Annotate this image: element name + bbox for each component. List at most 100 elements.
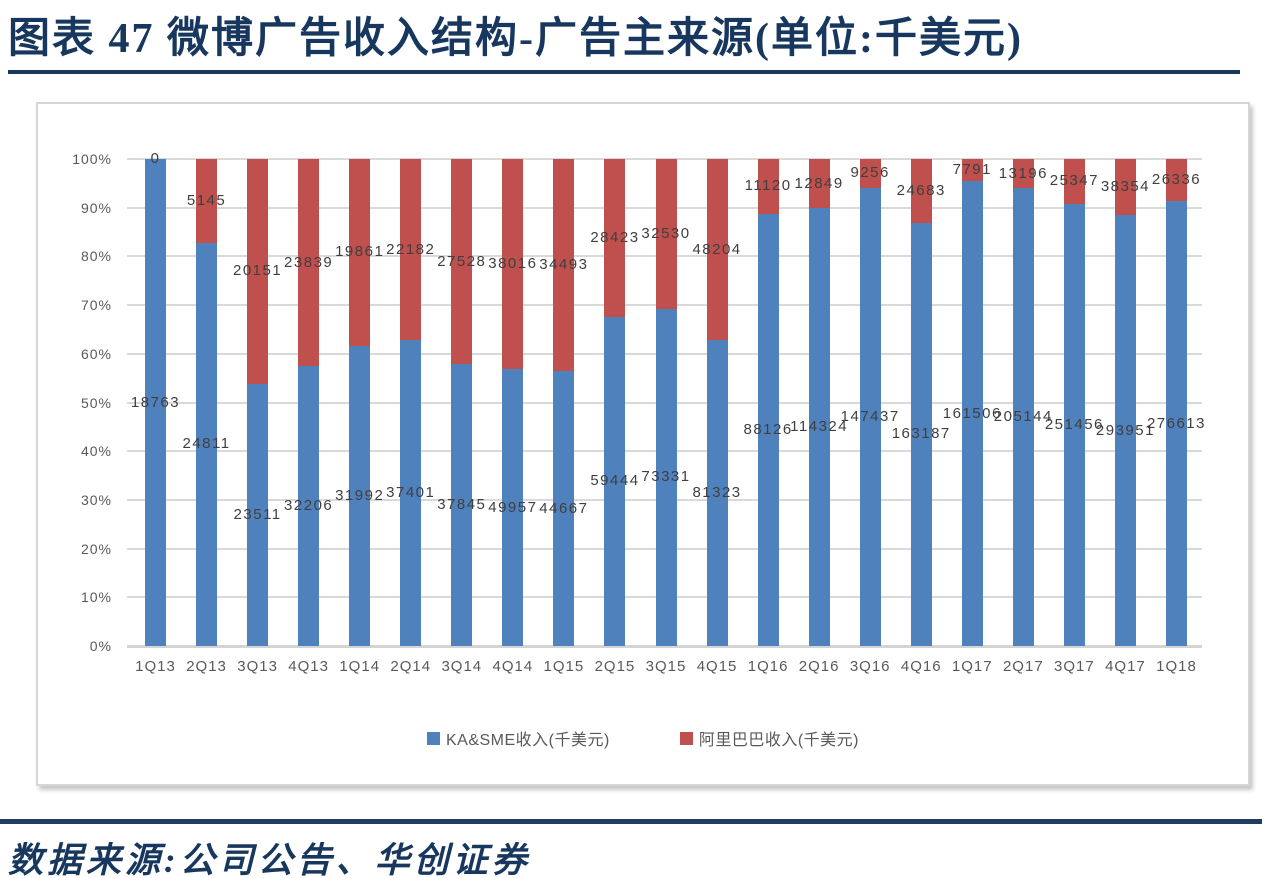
gridline	[127, 645, 1202, 648]
x-axis-label: 1Q17	[951, 658, 993, 675]
bar-segment-ka-sme	[451, 364, 473, 646]
data-label-ka-sme: 81323	[692, 484, 742, 502]
data-label-alibaba: 13196	[998, 164, 1048, 182]
data-label-alibaba: 19861	[335, 243, 385, 261]
data-label-ka-sme: 31992	[335, 486, 385, 504]
y-axis-label: 10%	[80, 589, 112, 606]
legend-swatch-alibaba	[679, 731, 693, 745]
data-label-ka-sme: 161506	[942, 404, 1002, 422]
data-label-alibaba: 20151	[233, 262, 283, 280]
data-label-alibaba: 23839	[284, 253, 334, 271]
bar-segment-alibaba	[757, 159, 779, 214]
data-label-alibaba: 48204	[692, 240, 742, 258]
data-label-alibaba: 38016	[488, 255, 538, 273]
data-label-alibaba: 38354	[1100, 178, 1151, 196]
data-label-ka-sme: 24811	[182, 435, 231, 453]
data-label-ka-sme: 49957	[488, 498, 538, 516]
x-axis-label: 4Q13	[288, 658, 329, 675]
bar-segment-ka-sme	[145, 159, 167, 646]
data-label-ka-sme: 18763	[130, 393, 181, 411]
bar-segment-ka-sme	[349, 345, 371, 646]
bar-segment-alibaba	[808, 159, 830, 209]
data-label-ka-sme: 251456	[1044, 415, 1104, 433]
bar-segment-ka-sme	[604, 316, 626, 646]
x-axis-label: 1Q13	[135, 658, 176, 675]
figure-title: 图表 47 微博广告收入结构-广告主来源(单位:千美元)	[8, 16, 1023, 62]
data-label-alibaba: 32530	[641, 224, 691, 242]
bar-segment-ka-sme	[757, 213, 779, 646]
bar-segment-ka-sme	[196, 242, 218, 646]
data-label-alibaba: 34493	[539, 256, 589, 274]
x-axis-label: 4Q17	[1105, 658, 1146, 675]
y-axis-label: 20%	[80, 540, 112, 557]
data-label-alibaba: 12849	[794, 174, 844, 192]
x-axis-label: 1Q18	[1156, 658, 1197, 675]
x-axis-label: 2Q13	[186, 658, 227, 675]
y-axis-label: 80%	[80, 248, 112, 265]
data-label-alibaba: 5145	[186, 191, 227, 209]
bar-segment-alibaba	[298, 159, 320, 367]
y-axis-label: 0%	[89, 638, 112, 654]
x-axis-label: 4Q14	[492, 658, 534, 675]
data-label-ka-sme: 37845	[437, 496, 487, 514]
data-label-ka-sme: 276613	[1146, 414, 1206, 432]
bar-segment-ka-sme	[910, 222, 932, 646]
bar-segment-ka-sme	[247, 383, 269, 646]
bar-segment-ka-sme	[808, 208, 830, 646]
x-axis-label: 1Q14	[339, 658, 381, 675]
bar-segment-ka-sme	[502, 369, 524, 646]
bar-segment-ka-sme	[400, 340, 422, 646]
data-label-ka-sme: 205144	[993, 408, 1053, 426]
bar-segment-alibaba	[502, 159, 524, 370]
data-label-alibaba: 22182	[386, 240, 436, 258]
bar-segment-alibaba	[451, 159, 473, 365]
legend-label-alibaba: 阿里巴巴收入(千美元)	[698, 732, 860, 749]
bar-segment-alibaba	[961, 159, 983, 182]
bar-segment-alibaba	[196, 159, 218, 243]
x-axis-label: 1Q15	[543, 658, 585, 675]
bar-segment-alibaba	[349, 159, 371, 346]
y-axis-label: 60%	[80, 345, 112, 362]
bar-segment-alibaba	[910, 159, 932, 223]
legend-item-ka-sme: KA&SME收入(千美元)	[426, 726, 610, 750]
data-label-ka-sme: 88126	[743, 420, 793, 438]
data-label-alibaba: 26336	[1151, 171, 1202, 189]
bar-segment-ka-sme	[298, 366, 320, 646]
data-label-ka-sme: 37401	[386, 484, 436, 502]
bar-segment-ka-sme	[706, 340, 728, 646]
bar-segment-alibaba	[1165, 159, 1187, 202]
legend-swatch-ka-sme	[426, 731, 440, 745]
data-label-ka-sme: 32206	[284, 497, 334, 515]
x-axis-label: 1Q16	[747, 658, 789, 675]
footer-divider	[0, 819, 1262, 824]
data-label-alibaba: 7791	[952, 161, 992, 179]
bar-segment-alibaba	[706, 159, 728, 341]
bar-segment-alibaba	[655, 159, 677, 309]
data-label-ka-sme: 23511	[233, 505, 282, 523]
bar-segment-alibaba	[1063, 159, 1085, 204]
data-label-ka-sme: 114324	[790, 418, 849, 436]
data-label-ka-sme: 147437	[840, 407, 900, 425]
data-label-alibaba: 11120	[744, 177, 792, 195]
data-label-alibaba: 0	[150, 150, 161, 167]
x-axis-label: 2Q17	[1002, 658, 1044, 675]
bar-segment-alibaba	[1114, 159, 1136, 216]
y-axis-label: 30%	[80, 491, 112, 508]
data-label-ka-sme: 59444	[590, 472, 640, 490]
x-axis-label: 3Q17	[1054, 658, 1095, 675]
x-axis-label: 2Q14	[390, 658, 432, 675]
bar-segment-ka-sme	[961, 181, 983, 646]
x-axis-label: 3Q16	[849, 658, 891, 675]
bar-segment-ka-sme	[1012, 188, 1034, 646]
bar-segment-alibaba	[247, 159, 269, 384]
bar-segment-ka-sme	[859, 187, 881, 646]
title-underline	[8, 70, 1240, 74]
y-axis-label: 50%	[80, 394, 112, 411]
data-label-ka-sme: 163187	[891, 425, 951, 443]
x-axis-label: 3Q13	[237, 658, 278, 675]
bar-segment-alibaba	[400, 159, 422, 341]
bar-segment-alibaba	[604, 159, 626, 317]
y-axis-label: 70%	[80, 297, 112, 314]
chart: 0% 10% 20% 30% 40% 50% 60% 70% 80% 90% 100% 18763 0 1…	[36, 102, 1250, 786]
